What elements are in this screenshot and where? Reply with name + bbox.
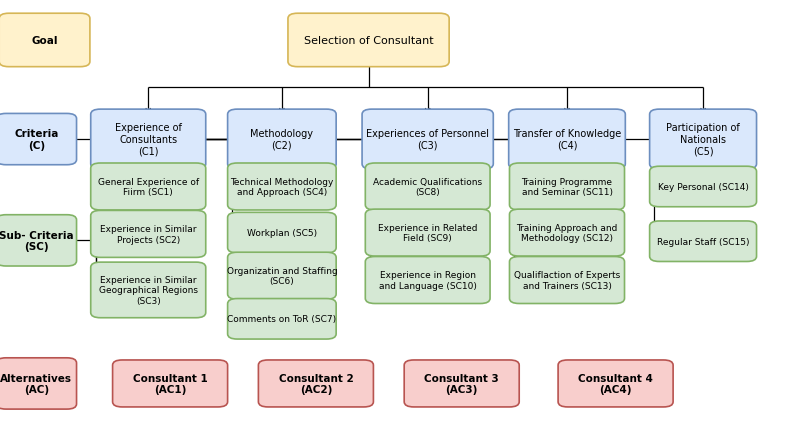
Text: Experiences of Personnel
(C3): Experiences of Personnel (C3) xyxy=(366,129,489,150)
FancyBboxPatch shape xyxy=(509,110,625,169)
FancyBboxPatch shape xyxy=(0,358,76,409)
Text: Training Approach and
Methodology (SC12): Training Approach and Methodology (SC12) xyxy=(516,223,618,243)
Text: Workplan (SC5): Workplan (SC5) xyxy=(247,229,317,237)
Text: Transfer of Knowledge
(C4): Transfer of Knowledge (C4) xyxy=(513,129,621,150)
FancyBboxPatch shape xyxy=(228,299,336,339)
FancyBboxPatch shape xyxy=(0,14,90,68)
Text: Comments on ToR (SC7): Comments on ToR (SC7) xyxy=(228,315,336,323)
FancyBboxPatch shape xyxy=(650,221,757,262)
FancyBboxPatch shape xyxy=(91,211,206,258)
Text: Consultant 4
(AC4): Consultant 4 (AC4) xyxy=(578,373,653,394)
FancyBboxPatch shape xyxy=(365,257,490,304)
Text: Experience in Region
and Language (SC10): Experience in Region and Language (SC10) xyxy=(379,270,476,290)
FancyBboxPatch shape xyxy=(113,360,228,407)
FancyBboxPatch shape xyxy=(509,164,625,211)
FancyBboxPatch shape xyxy=(650,167,757,207)
Text: Organizatin and Staffing
(SC6): Organizatin and Staffing (SC6) xyxy=(227,266,337,286)
FancyBboxPatch shape xyxy=(228,253,336,299)
Text: Participation of
Nationals
(C5): Participation of Nationals (C5) xyxy=(666,123,740,157)
Text: Selection of Consultant: Selection of Consultant xyxy=(304,36,433,46)
FancyBboxPatch shape xyxy=(91,110,206,169)
Text: Experience in Related
Field (SC9): Experience in Related Field (SC9) xyxy=(378,223,477,243)
Text: Qualiflaction of Experts
and Trainers (SC13): Qualiflaction of Experts and Trainers (S… xyxy=(514,270,620,290)
FancyBboxPatch shape xyxy=(228,164,336,211)
Text: Consultant 1
(AC1): Consultant 1 (AC1) xyxy=(133,373,207,394)
Text: Goal: Goal xyxy=(32,36,58,46)
FancyBboxPatch shape xyxy=(365,209,490,256)
FancyBboxPatch shape xyxy=(509,257,625,304)
FancyBboxPatch shape xyxy=(288,14,449,68)
Text: Consultant 3
(AC3): Consultant 3 (AC3) xyxy=(424,373,499,394)
Text: Technical Methodology
and Approach (SC4): Technical Methodology and Approach (SC4) xyxy=(230,177,334,197)
FancyBboxPatch shape xyxy=(0,114,76,165)
Text: Consultant 2
(AC2): Consultant 2 (AC2) xyxy=(279,373,353,394)
FancyBboxPatch shape xyxy=(228,213,336,253)
FancyBboxPatch shape xyxy=(228,110,336,169)
Text: Criteria
(C): Criteria (C) xyxy=(15,129,58,150)
FancyBboxPatch shape xyxy=(91,262,206,318)
Text: Experience in Similar
Geographical Regions
(SC3): Experience in Similar Geographical Regio… xyxy=(99,275,198,305)
Text: Sub- Criteria
(SC): Sub- Criteria (SC) xyxy=(0,230,74,252)
Text: Key Personal (SC14): Key Personal (SC14) xyxy=(658,183,748,191)
FancyBboxPatch shape xyxy=(650,110,757,169)
FancyBboxPatch shape xyxy=(404,360,519,407)
FancyBboxPatch shape xyxy=(362,110,493,169)
Text: Experience in Similar
Projects (SC2): Experience in Similar Projects (SC2) xyxy=(100,224,197,244)
FancyBboxPatch shape xyxy=(0,215,76,266)
FancyBboxPatch shape xyxy=(558,360,673,407)
FancyBboxPatch shape xyxy=(365,164,490,211)
Text: Training Programme
and Seminar (SC11): Training Programme and Seminar (SC11) xyxy=(522,177,612,197)
Text: Methodology
(C2): Methodology (C2) xyxy=(250,129,313,150)
Text: Regular Staff (SC15): Regular Staff (SC15) xyxy=(657,237,749,246)
FancyBboxPatch shape xyxy=(509,209,625,256)
Text: General Experience of
Fiirm (SC1): General Experience of Fiirm (SC1) xyxy=(98,177,198,197)
Text: Experience of
Consultants
(C1): Experience of Consultants (C1) xyxy=(115,123,181,157)
FancyBboxPatch shape xyxy=(258,360,373,407)
FancyBboxPatch shape xyxy=(91,164,206,211)
Text: Alternatives
(AC): Alternatives (AC) xyxy=(1,373,72,394)
Text: Academic Qualifications
(SC8): Academic Qualifications (SC8) xyxy=(373,177,482,197)
